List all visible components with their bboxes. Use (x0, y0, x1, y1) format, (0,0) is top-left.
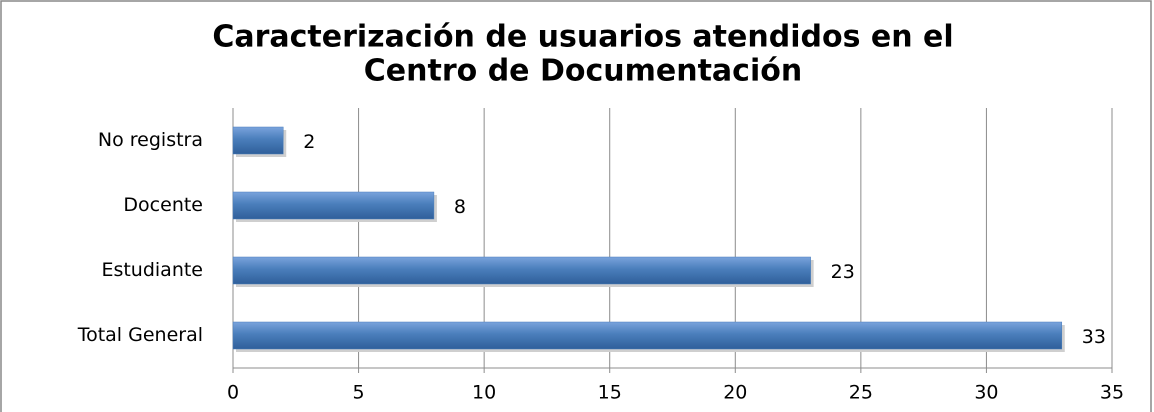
y-tick-label: Docente (123, 194, 203, 216)
bar (232, 126, 284, 155)
chart-title: Caracterización de usuarios atendidos en… (212, 20, 953, 55)
y-tick-label: No registra (98, 129, 203, 151)
data-label: 2 (303, 131, 315, 153)
x-tick-label: 20 (723, 382, 747, 404)
chart-title: Centro de Documentación (364, 54, 802, 89)
bar (232, 321, 1063, 350)
y-tick-label: Total General (77, 324, 203, 346)
data-label: 23 (831, 261, 855, 283)
x-tick-label: 15 (598, 382, 622, 404)
x-tick-label: 10 (472, 382, 496, 404)
data-label: 8 (454, 196, 466, 218)
x-tick-label: 30 (974, 382, 998, 404)
x-tick-label: 35 (1100, 382, 1124, 404)
x-tick-label: 25 (849, 382, 873, 404)
y-tick-label: Estudiante (101, 259, 203, 281)
data-label: 33 (1082, 326, 1106, 348)
x-tick-label: 5 (353, 382, 365, 404)
bar (232, 191, 435, 220)
bar (232, 256, 811, 285)
x-tick-label: 0 (227, 382, 239, 404)
